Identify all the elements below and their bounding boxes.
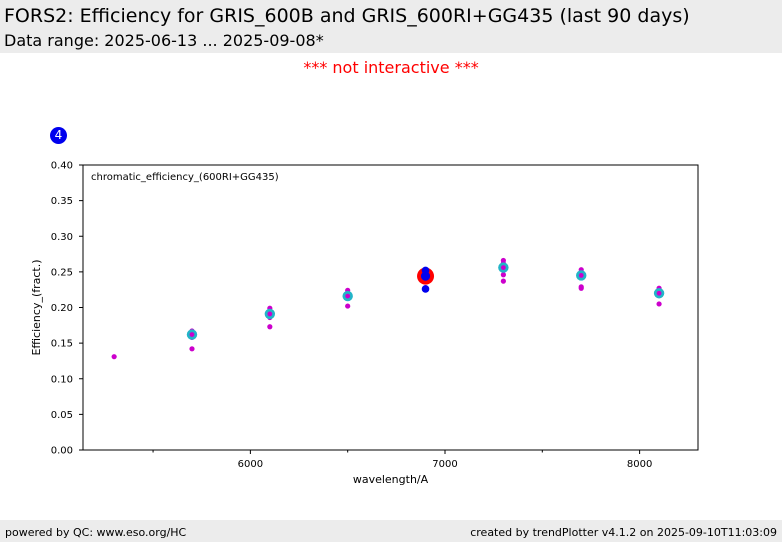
page-title: FORS2: Efficiency for GRIS_600B and GRIS… bbox=[4, 5, 690, 27]
data-point bbox=[189, 346, 195, 352]
not-interactive-notice: *** not interactive *** bbox=[303, 58, 479, 77]
y-axis: 0.00 0.05 0.10 0.15 0.20 0.25 0.30 0.35 0.40 bbox=[51, 161, 83, 457]
data-point bbox=[656, 290, 662, 296]
data-point bbox=[189, 332, 195, 337]
y-tick-label: 0.20 bbox=[51, 303, 73, 314]
x-axis-label: wavelength/A bbox=[353, 473, 429, 486]
data-point bbox=[656, 301, 662, 307]
chart-annotation: chromatic_efficiency_(600RI+GG435) bbox=[91, 172, 279, 183]
data-marks bbox=[111, 257, 665, 360]
data-point bbox=[578, 285, 584, 291]
plot-number-badge: 4 bbox=[50, 127, 67, 144]
data-point bbox=[578, 273, 584, 278]
data-point bbox=[111, 354, 117, 360]
y-tick-label: 0.10 bbox=[51, 374, 73, 385]
y-tick-label: 0.40 bbox=[51, 161, 73, 172]
data-point bbox=[500, 278, 506, 284]
x-axis: 6000 7000 8000 bbox=[152, 450, 652, 470]
x-tick-label: 7000 bbox=[432, 459, 457, 470]
data-point bbox=[267, 311, 273, 317]
footer-created: created by trendPlotter v4.1.2 on 2025-0… bbox=[470, 526, 777, 539]
data-point bbox=[345, 293, 351, 299]
data-point bbox=[500, 265, 506, 270]
y-tick-label: 0.30 bbox=[51, 232, 73, 243]
y-tick-label: 0.15 bbox=[51, 339, 73, 350]
data-range-subtitle: Data range: 2025-06-13 ... 2025-09-08* bbox=[4, 31, 324, 50]
x-tick-label: 8000 bbox=[627, 459, 652, 470]
recent-point bbox=[421, 285, 430, 293]
footer-bar: powered by QC: www.eso.org/HC created by… bbox=[0, 520, 782, 542]
x-tick-label: 6000 bbox=[238, 459, 263, 470]
data-point bbox=[345, 303, 351, 309]
plot-frame bbox=[82, 164, 699, 451]
data-point bbox=[500, 272, 506, 278]
y-tick-label: 0.35 bbox=[51, 196, 73, 207]
header-bar: FORS2: Efficiency for GRIS_600B and GRIS… bbox=[0, 0, 782, 53]
recent-point bbox=[420, 271, 431, 281]
y-tick-label: 0.05 bbox=[51, 410, 73, 421]
y-tick-label: 0.25 bbox=[51, 267, 73, 278]
y-axis-label: Efficiency_(fract.) bbox=[30, 259, 43, 355]
y-tick-label: 0.00 bbox=[51, 446, 73, 457]
footer-credit: powered by QC: www.eso.org/HC bbox=[5, 526, 187, 539]
data-point bbox=[267, 324, 273, 330]
